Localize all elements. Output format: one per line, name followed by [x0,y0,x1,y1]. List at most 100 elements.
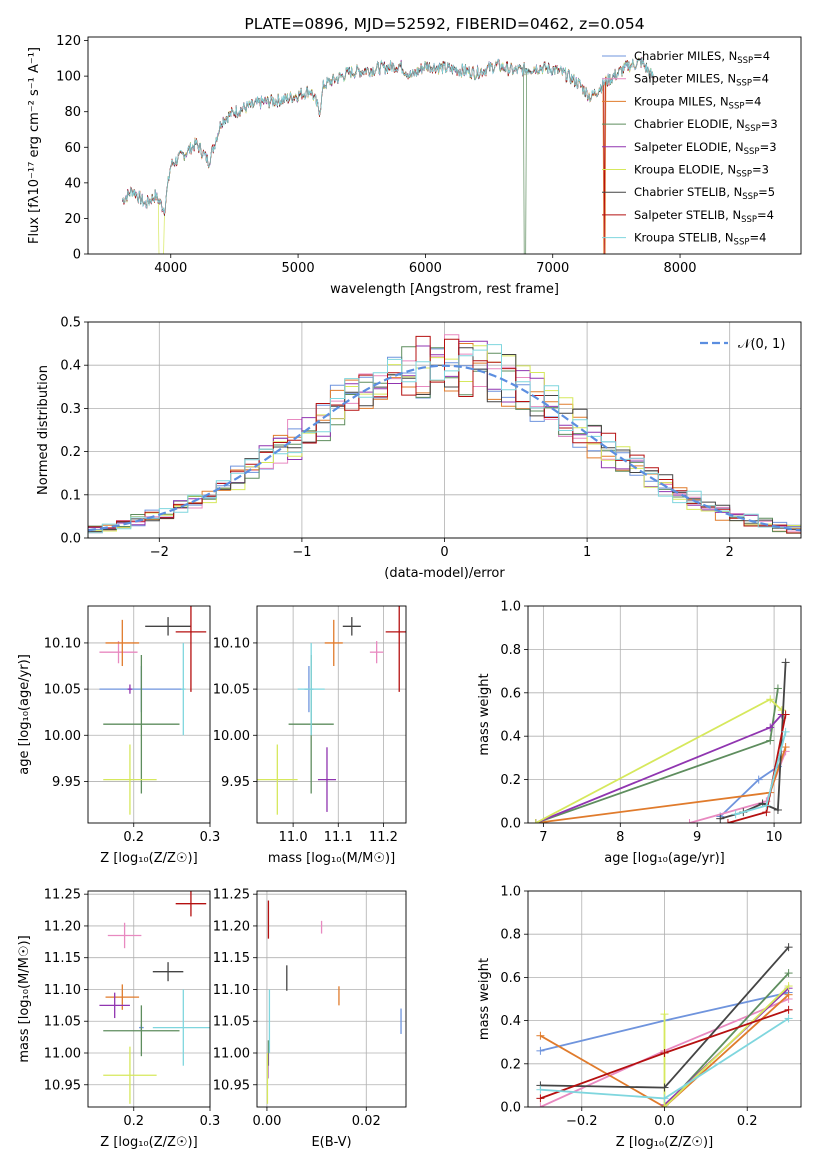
y-tick-label: 40 [64,176,81,191]
x-axis-label: E(B-V) [311,1135,351,1150]
x-tick-label: 0.00 [252,1114,281,1129]
panel-residuals: −2 −1 0 1 2 0.0 0.1 0.2 0.3 0.4 0.5 (data-model)/er… [36,316,802,581]
y-tick-label: 11.25 [44,888,81,903]
y-tick-label: 11.25 [213,888,250,903]
plot-area [99,891,210,1104]
panel-spectrum: 4000 5000 6000 7000 8000 0 20 40 60 80 100 120 wavel… [27,34,802,297]
y-tick-label: 10.10 [213,636,250,651]
y-axis-label: mass [log₁₀(M/M☉)] [17,935,32,1062]
y-tick-label: 10.00 [44,729,81,744]
y-tick-label: 11.20 [44,919,81,934]
y-axis-label: age [log₁₀(age/yr)] [17,654,32,775]
histogram-kroupa_stelib [88,344,801,538]
y-tick-label: 0.2 [500,773,521,788]
x-axis-label: (data-model)/error [384,566,505,581]
y-tick-label: 10.00 [213,729,250,744]
y-tick-label: 0.2 [60,445,81,460]
x-tick-label: 9 [693,830,701,845]
y-tick-label: 0.8 [500,928,521,943]
y-tick-label: 1.0 [500,600,521,615]
x-tick-label: 11.0 [279,830,308,845]
x-tick-label: 0.2 [123,1114,144,1129]
y-tick-label: 0.2 [500,1057,521,1072]
x-tick-label: 8000 [663,261,696,276]
y-axis-label: Normed distribution [36,365,51,495]
plot-area [536,943,793,1107]
y-tick-label: 10.05 [44,683,81,698]
y-tick-label: 0.8 [500,643,521,658]
axes-frame [256,890,407,1108]
y-tick-label: 120 [56,34,81,49]
x-tick-label: −0.2 [566,1114,598,1129]
y-tick-label: 0.5 [60,316,81,331]
plot-area [257,606,406,815]
x-tick-label: 4000 [154,261,187,276]
y-tick-label: 0.1 [60,488,81,503]
plot-area [266,900,402,1104]
y-tick-label: 10.95 [44,1078,81,1093]
x-tick-label: 8 [616,830,624,845]
x-tick-label: 2 [726,545,734,560]
y-tick-label: 0.4 [60,359,81,374]
y-tick-label: 10.05 [213,683,250,698]
y-tick-label: 10.10 [44,636,81,651]
spectrum-line-kroupa_stelib [122,57,655,214]
x-tick-label: 0.3 [200,830,221,845]
x-tick-label: 11.2 [369,830,398,845]
x-axis-label: Z [log₁₀(Z/Z☉)] [100,1135,197,1150]
y-tick-label: 11.05 [44,1015,81,1030]
weight-line-kroupa_elodie [663,985,790,1107]
x-tick-label: 7 [539,830,547,845]
x-tick-label: 0 [440,545,448,560]
axes-frame [256,605,407,824]
x-axis-label: mass [log₁₀(M/M☉)] [268,851,395,866]
panel-mass_vs_ebv: 0.00 0.02 10.95 11.00 11.05 11.10 11.15 11.20 11… [213,888,407,1150]
x-tick-label: 0.2 [123,830,144,845]
y-tick-label: 0.4 [500,730,521,745]
legend-label: Kroupa STELIB, NSSP=4 [634,231,766,248]
panel-weight_vs_age: 7 8 9 10 0.0 0.2 0.4 0.6 0.8 1.0 age [log₁₀(age/yr… [477,600,802,866]
plot-area [99,606,207,815]
x-tick-label: 0.3 [200,1114,221,1129]
y-tick-label: 0 [73,248,81,263]
y-tick-label: 0.4 [500,1014,521,1029]
y-axis-label: mass weight [477,673,492,755]
axes-frame [87,605,211,824]
x-tick-label: 1 [583,545,591,560]
y-tick-label: 11.00 [213,1047,250,1062]
y-tick-label: 11.15 [44,951,81,966]
x-axis-label: wavelength [Angstrom, rest frame] [330,282,559,297]
y-tick-label: 80 [64,105,81,120]
y-tick-label: 11.10 [213,983,250,998]
y-tick-label: 9.95 [221,775,250,790]
x-tick-label: −1 [292,545,311,560]
residual-legend-label: 𝒩(0, 1) [738,337,785,352]
y-tick-label: 0.6 [500,971,521,986]
legend-label: Chabrier STELIB, NSSP=5 [634,185,775,202]
y-tick-label: 11.10 [44,983,81,998]
x-tick-label: 0.02 [352,1114,381,1129]
x-tick-label: 7000 [536,261,569,276]
x-tick-label: 11.1 [324,830,353,845]
y-tick-label: 11.05 [213,1015,250,1030]
legend-label: Kroupa ELODIE, NSSP=3 [634,163,769,180]
y-tick-label: 0.6 [500,686,521,701]
figure-title: PLATE=0896, MJD=52592, FIBERID=0462, z=0… [244,15,644,33]
legend-label: Chabrier ELODIE, NSSP=3 [634,117,778,134]
y-tick-label: 11.15 [213,951,250,966]
weight-line-kroupa_elodie [535,698,783,823]
y-tick-label: 10.95 [213,1078,250,1093]
y-tick-label: 60 [64,141,81,156]
y-tick-label: 11.20 [213,919,250,934]
legend-label: Kroupa MILES, NSSP=4 [634,94,761,111]
legend-label: Salpeter STELIB, NSSP=4 [634,208,774,225]
axes-frame [527,890,802,1108]
weight-line-kroupa_miles [539,994,790,1107]
x-axis-label: age [log₁₀(age/yr)] [604,851,725,866]
y-axis-label: Flux [fλ10⁻¹⁷ erg cm⁻² s⁻¹ A⁻¹] [27,47,42,244]
plot-area [88,334,801,538]
y-tick-label: 20 [64,212,81,227]
y-tick-label: 0.0 [500,1101,521,1116]
x-tick-label: 0.2 [737,1114,758,1129]
